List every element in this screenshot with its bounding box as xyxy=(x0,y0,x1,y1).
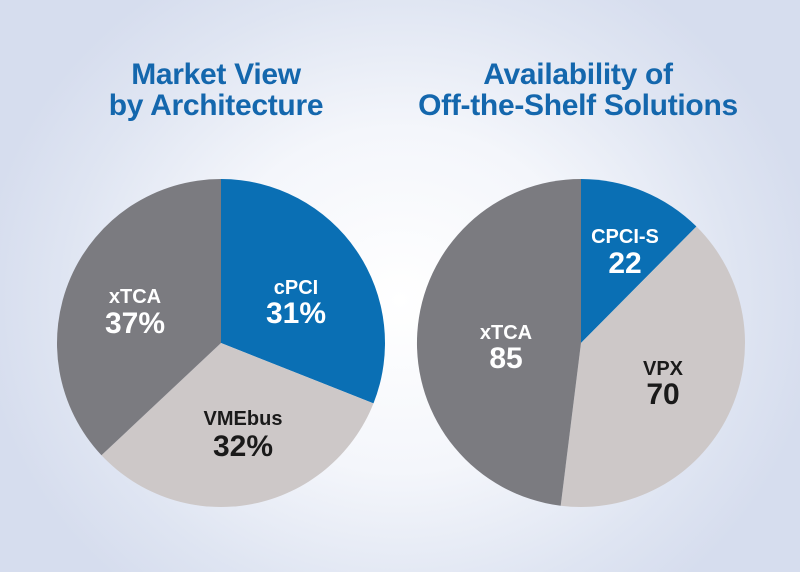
right-label-xtca-name: xTCA xyxy=(480,322,532,344)
right-title-line1: Availability of xyxy=(483,58,673,91)
right-label-xtca-value: 85 xyxy=(489,342,522,375)
right-title-line2: Off-the-Shelf Solutions xyxy=(418,89,738,122)
pie-slice-cpci-s xyxy=(581,179,697,343)
left-label-cpci-name: cPCI xyxy=(274,277,318,299)
right-label-cpcis-value: 22 xyxy=(608,247,641,280)
right-label-cpcis-name: CPCI-S xyxy=(591,226,659,248)
left-chart-title: Market View by Architecture xyxy=(56,59,376,121)
right-chart-title: Availability of Off-the-Shelf Solutions xyxy=(400,59,756,121)
pie-slice-xtca xyxy=(416,179,581,506)
right-label-vpx-value: 70 xyxy=(646,378,679,411)
left-label-cpci-value: 31% xyxy=(266,297,326,330)
left-label-xtca-value: 37% xyxy=(105,307,165,340)
pie-slice-cpci xyxy=(221,179,385,404)
left-label-vmebus-value: 32% xyxy=(213,430,273,463)
pie-slice-vpx xyxy=(560,226,746,508)
right-pie-chart xyxy=(416,179,746,508)
left-label-vmebus-name: VMEbus xyxy=(204,408,283,430)
pie-slice-xtca xyxy=(56,179,221,456)
left-title-line1: Market View xyxy=(131,58,301,91)
left-title-line2: by Architecture xyxy=(108,89,324,122)
left-label-xtca-name: xTCA xyxy=(109,286,161,308)
pie-slice-vmebus xyxy=(101,343,374,507)
left-pie-chart xyxy=(56,179,385,507)
right-label-vpx-name: VPX xyxy=(643,358,684,380)
